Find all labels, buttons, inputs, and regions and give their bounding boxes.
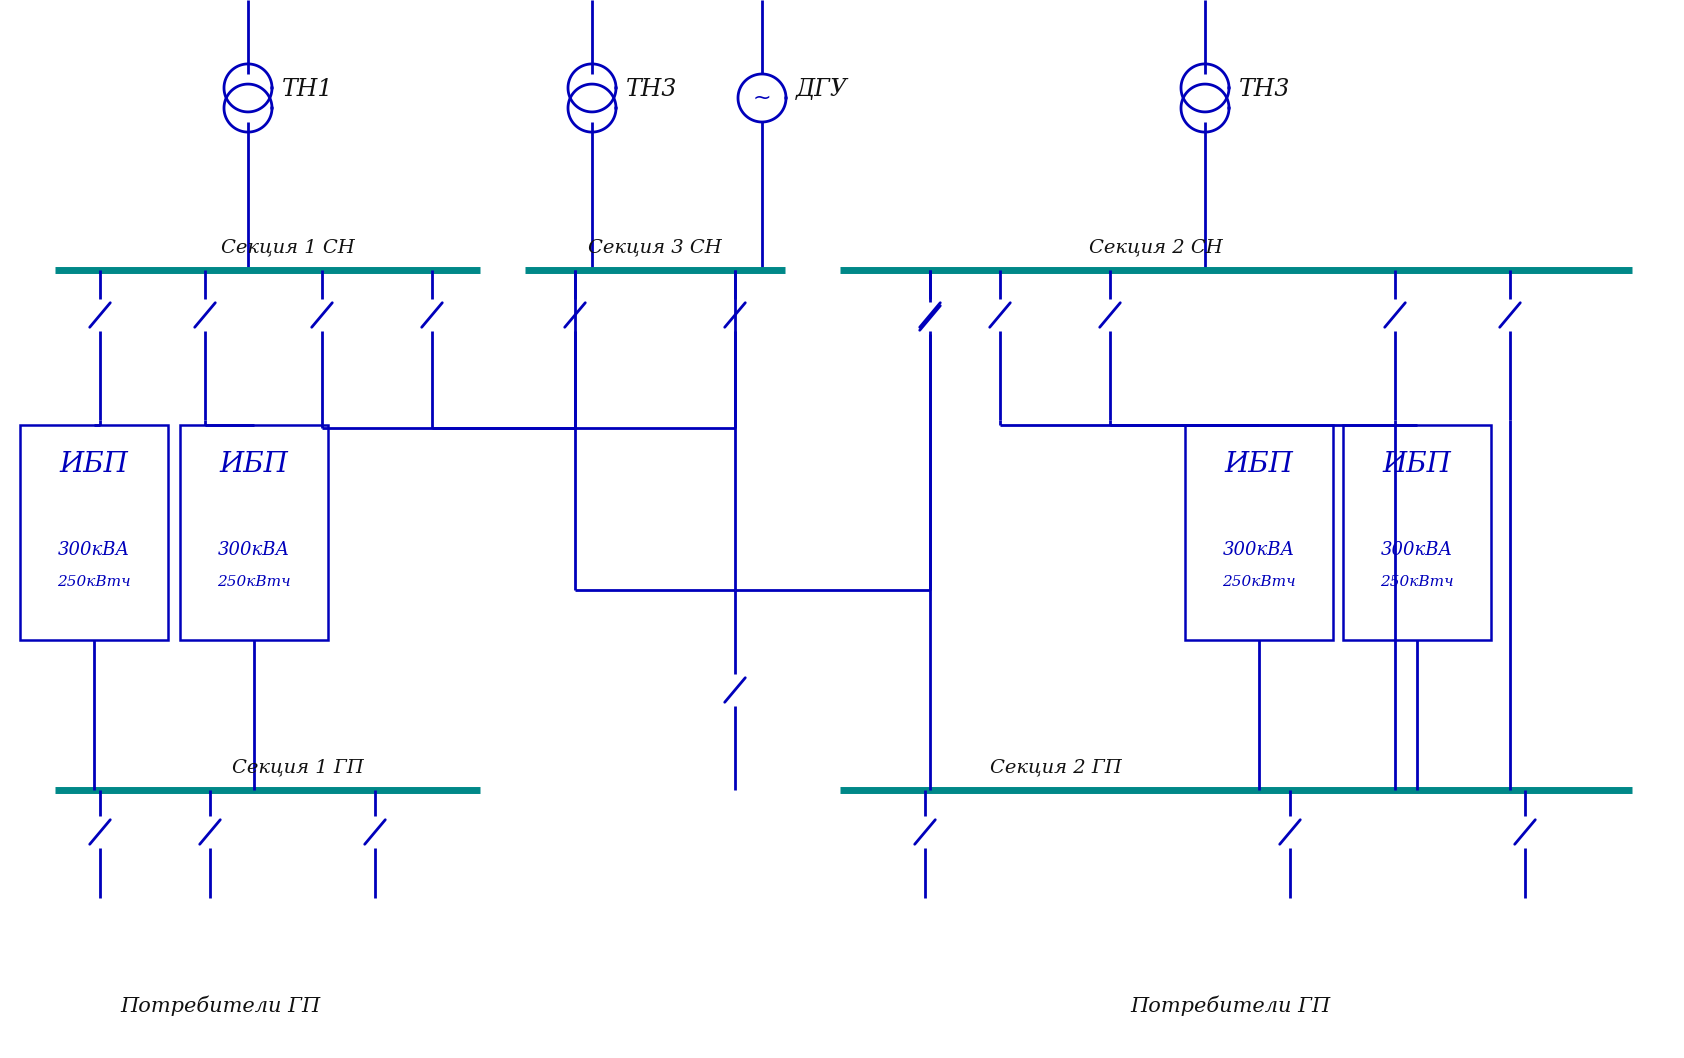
Text: ИБП: ИБП xyxy=(59,452,128,478)
Text: 300кВА: 300кВА xyxy=(217,541,290,559)
Text: ИБП: ИБП xyxy=(1383,452,1452,478)
Text: ИБП: ИБП xyxy=(219,452,288,478)
Bar xyxy=(20,425,168,640)
Text: ТН3: ТН3 xyxy=(626,78,677,102)
Text: Секция 3 СН: Секция 3 СН xyxy=(588,238,722,256)
Text: ИБП: ИБП xyxy=(1224,452,1293,478)
Text: 250кВтч: 250кВтч xyxy=(217,574,291,589)
Bar xyxy=(180,425,328,640)
Text: 250кВтч: 250кВтч xyxy=(1223,574,1295,589)
Text: ТН1: ТН1 xyxy=(281,78,333,102)
Text: Потребители ГП: Потребители ГП xyxy=(1130,996,1330,1017)
Text: 300кВА: 300кВА xyxy=(1223,541,1295,559)
Text: Секция 1 ГП: Секция 1 ГП xyxy=(232,758,364,776)
Text: Потребители ГП: Потребители ГП xyxy=(120,996,320,1017)
Text: Секция 2 ГП: Секция 2 ГП xyxy=(990,758,1122,776)
Text: ~: ~ xyxy=(753,88,771,108)
Text: ДГУ: ДГУ xyxy=(797,78,849,102)
Text: ТН3: ТН3 xyxy=(1239,78,1290,102)
Text: 300кВА: 300кВА xyxy=(1381,541,1453,559)
Bar xyxy=(1344,425,1490,640)
Text: 300кВА: 300кВА xyxy=(57,541,130,559)
Text: 250кВтч: 250кВтч xyxy=(57,574,131,589)
Text: Секция 1 СН: Секция 1 СН xyxy=(221,238,354,256)
Text: 250кВтч: 250кВтч xyxy=(1381,574,1453,589)
Bar xyxy=(1186,425,1334,640)
Text: Секция 2 СН: Секция 2 СН xyxy=(1090,238,1223,256)
